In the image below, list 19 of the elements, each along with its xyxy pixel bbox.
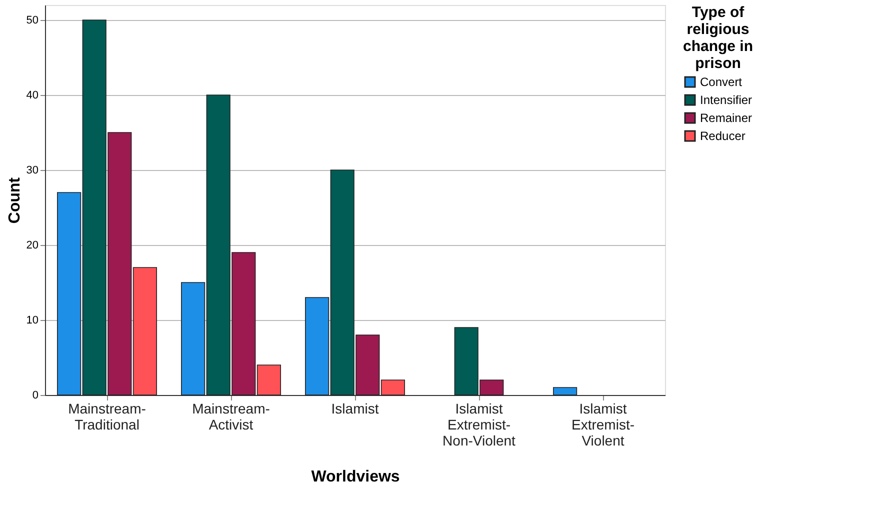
x-tick-label: Mainstream-Activist: [192, 400, 270, 432]
bar: [553, 387, 578, 396]
legend-label: Intensifier: [700, 93, 752, 107]
y-tick-label: 10: [26, 314, 38, 326]
x-tick-label: Mainstream-Traditional: [68, 400, 146, 432]
y-axis-title: Count: [6, 176, 24, 224]
y-tick-label: 0: [32, 390, 38, 402]
y-tick-label: 50: [26, 14, 38, 26]
y-tick-label: 30: [26, 164, 38, 176]
x-tick-label: Islamist Extremist-Non-Violent: [442, 400, 516, 448]
y-tick-label: 40: [26, 90, 38, 102]
x-tick-label: Islamist: [331, 400, 379, 416]
legend-label: Convert: [700, 75, 743, 89]
x-axis-title: Worldviews: [311, 468, 400, 486]
y-tick-label: 20: [26, 240, 38, 252]
legend-label: Remainer: [700, 111, 752, 125]
x-tick-label: Islamist Extremist-Violent: [572, 400, 635, 448]
legend-label: Reducer: [700, 129, 746, 143]
legend-title: Type of religious change in prison: [682, 4, 754, 72]
